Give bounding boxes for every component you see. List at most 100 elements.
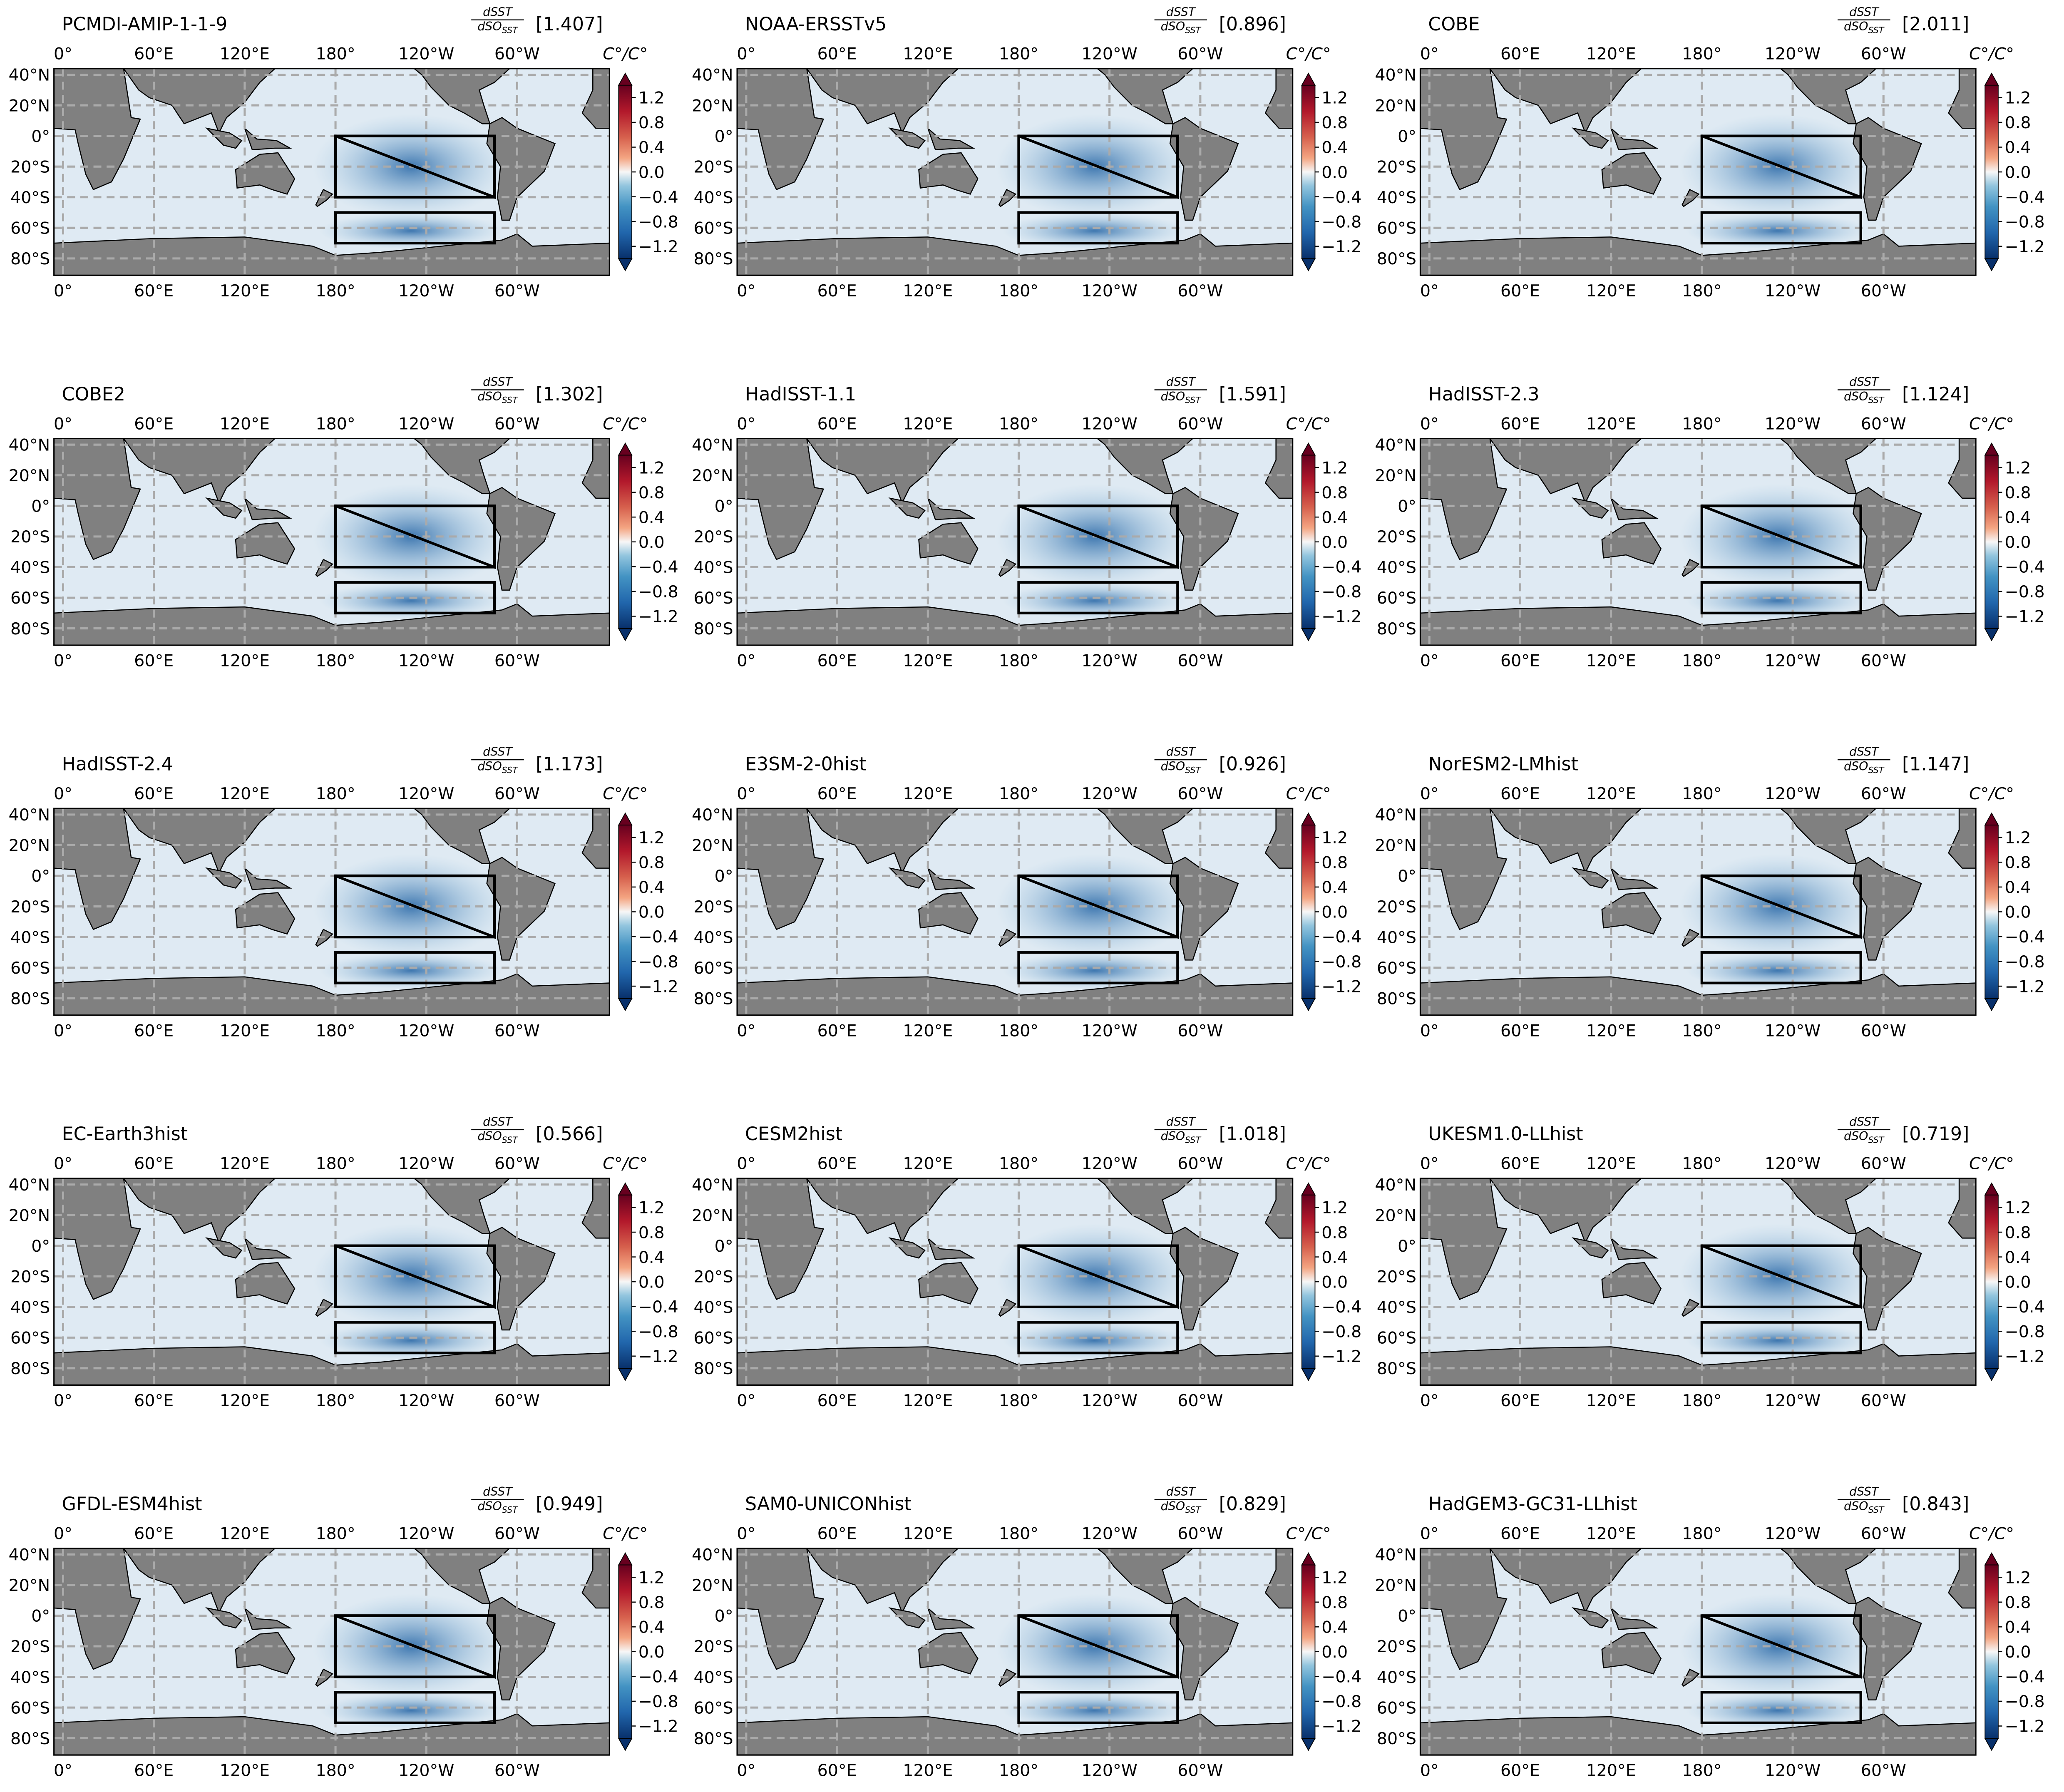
x-tick-label: 180° bbox=[999, 1391, 1038, 1410]
y-tick-label: 0° bbox=[1398, 497, 1416, 516]
colorbar-tick-label: −1.2 bbox=[2005, 977, 2045, 996]
colorbar-extend bbox=[1301, 1368, 1316, 1381]
ratio-numerator: dSST bbox=[1849, 1115, 1880, 1128]
x-tick-label: 60°W bbox=[1861, 1021, 1906, 1040]
anomaly-shading bbox=[319, 1692, 504, 1729]
region-box bbox=[1017, 581, 1179, 614]
colorbar-extend bbox=[1984, 998, 1999, 1012]
land bbox=[1779, 1178, 1877, 1234]
anomaly-shading bbox=[1685, 1692, 1870, 1729]
land bbox=[54, 1178, 141, 1300]
colorbar-tick-label: 0.4 bbox=[638, 508, 665, 527]
ratio-denominator-sub: SST bbox=[1868, 1135, 1885, 1145]
map-frame bbox=[736, 437, 1294, 646]
x-tick-label: 180° bbox=[999, 1154, 1038, 1173]
map bbox=[737, 1548, 1293, 1755]
colorbar-tick-label: 0.8 bbox=[638, 483, 665, 502]
x-tick-label: 0° bbox=[54, 784, 72, 803]
land bbox=[486, 117, 556, 221]
region-box bbox=[334, 581, 496, 614]
x-tick-label: 120°W bbox=[1765, 45, 1821, 64]
colorbar-label: C°/C° bbox=[1969, 784, 2014, 803]
x-tick-label: 120°W bbox=[1082, 784, 1138, 803]
x-tick-label: 120°E bbox=[220, 1524, 270, 1543]
x-tick-label: 120°W bbox=[1765, 1391, 1821, 1410]
colorbar-label: C°/C° bbox=[603, 45, 648, 64]
x-tick-label: 60°W bbox=[1177, 784, 1223, 803]
land bbox=[806, 438, 959, 505]
y-tick-label: 80°S bbox=[10, 249, 50, 268]
region-box bbox=[334, 1321, 496, 1355]
y-tick-label: 40°N bbox=[1375, 805, 1416, 825]
colorbar-tick-label: 0.0 bbox=[2005, 903, 2031, 922]
land bbox=[413, 438, 511, 495]
x-tick-label: 180° bbox=[999, 1761, 1038, 1780]
y-tick-label: 20°S bbox=[693, 897, 733, 917]
ratio-numerator: dSST bbox=[1166, 1115, 1197, 1128]
ratio-denominator: dSOSST bbox=[1844, 390, 1885, 405]
colorbar-tick-label: 0.0 bbox=[1321, 1273, 1348, 1292]
region-box bbox=[334, 1244, 496, 1308]
ratio-denominator-sub: SST bbox=[1185, 395, 1201, 405]
x-tick-label: 0° bbox=[54, 1391, 72, 1410]
land bbox=[1601, 522, 1662, 565]
map bbox=[1420, 1548, 1976, 1755]
colorbar-extend bbox=[1984, 1738, 1999, 1751]
ratio-denominator: dSOSST bbox=[477, 20, 518, 35]
y-tick-label: 20°S bbox=[693, 527, 733, 547]
x-tick-label: 120°E bbox=[220, 651, 270, 671]
colorbar bbox=[1985, 455, 1999, 629]
region-box bbox=[1017, 874, 1179, 939]
y-tick-label: 80°S bbox=[1377, 619, 1416, 639]
y-tick-label: 80°S bbox=[10, 1729, 50, 1748]
region-box bbox=[1700, 581, 1862, 614]
x-tick-label: 60°W bbox=[1861, 784, 1906, 803]
anomaly-shading bbox=[1685, 212, 1870, 249]
land bbox=[413, 68, 511, 124]
land bbox=[486, 857, 556, 961]
colorbar-label: C°/C° bbox=[1969, 45, 2014, 64]
y-tick-label: 60°S bbox=[693, 1329, 733, 1348]
x-tick-label: 120°W bbox=[1082, 414, 1138, 433]
land bbox=[1571, 127, 1609, 149]
x-tick-label: 0° bbox=[1420, 1391, 1439, 1410]
colorbar-tick-label: 0.4 bbox=[1321, 878, 1348, 897]
colorbar bbox=[618, 455, 633, 629]
land bbox=[1948, 1548, 1976, 1609]
x-tick-label: 120°E bbox=[220, 784, 270, 803]
y-tick-label: 0° bbox=[1398, 867, 1416, 886]
land bbox=[413, 1548, 511, 1604]
x-tick-label: 60°W bbox=[1861, 45, 1906, 64]
y-tick-label: 40°N bbox=[692, 805, 733, 825]
x-tick-label: 180° bbox=[1682, 651, 1721, 671]
panel-title: HadISST-1.1 bbox=[745, 384, 856, 405]
x-tick-label: 120°E bbox=[903, 45, 953, 64]
land bbox=[1096, 1548, 1194, 1604]
x-tick-label: 120°W bbox=[1765, 281, 1821, 301]
colorbar-extend bbox=[1984, 258, 1999, 271]
x-tick-label: 60°W bbox=[494, 45, 540, 64]
region-box bbox=[1017, 211, 1179, 245]
land bbox=[581, 808, 610, 869]
region-box bbox=[334, 874, 496, 939]
x-tick-label: 120°W bbox=[1082, 1524, 1138, 1543]
colorbar-tick-label: 0.0 bbox=[1321, 1643, 1348, 1662]
x-tick-label: 120°E bbox=[1586, 1524, 1636, 1543]
land bbox=[1096, 808, 1194, 864]
colorbar-tick-label: 0.8 bbox=[638, 853, 665, 872]
y-tick-label: 40°S bbox=[1377, 1668, 1416, 1687]
x-tick-label: 180° bbox=[1682, 1524, 1721, 1543]
x-tick-label: 120°E bbox=[903, 1524, 953, 1543]
land bbox=[413, 808, 511, 864]
region-box bbox=[1017, 134, 1179, 199]
anomaly-shading bbox=[319, 582, 504, 619]
land bbox=[413, 1178, 511, 1234]
x-tick-label: 180° bbox=[1682, 1761, 1721, 1780]
ratio-denominator-sub: SST bbox=[1185, 1135, 1201, 1145]
x-tick-label: 60°E bbox=[817, 1021, 857, 1040]
x-tick-label: 180° bbox=[999, 414, 1038, 433]
colorbar-tick-label: 0.4 bbox=[1321, 508, 1348, 527]
y-tick-label: 20°N bbox=[692, 1576, 733, 1595]
map bbox=[1420, 808, 1976, 1015]
x-tick-label: 180° bbox=[315, 45, 355, 64]
